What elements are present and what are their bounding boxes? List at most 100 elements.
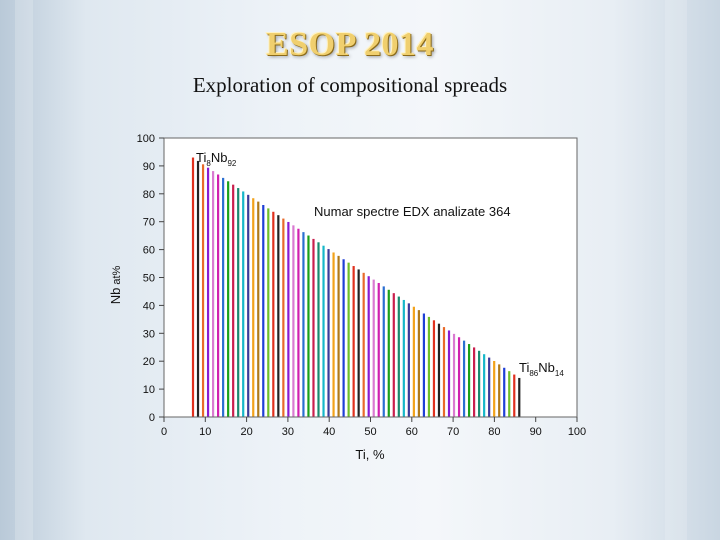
bar (427, 316, 431, 417)
bar (417, 310, 420, 417)
annotation-bottom-composition: Ti86Nb14 (519, 360, 564, 378)
y-tick-label: 0 (149, 412, 155, 424)
bar (387, 289, 390, 417)
x-tick-label: 90 (530, 426, 542, 438)
bar (437, 323, 441, 417)
y-axis-ticks: 0 10 20 30 40 50 60 70 80 90 100 (137, 133, 164, 424)
bar (447, 330, 451, 417)
bar (518, 377, 521, 417)
x-tick-label: 0 (161, 426, 167, 438)
bar (442, 327, 446, 417)
y-tick-label: 40 (143, 300, 155, 312)
bar (302, 232, 305, 417)
bar (457, 337, 461, 417)
y-axis-label-base: Nb (108, 288, 123, 305)
bar (483, 354, 486, 417)
bar (337, 255, 340, 417)
bar (327, 249, 330, 417)
svg-text:Nbat%: Nb at% (108, 265, 123, 304)
bar (347, 262, 350, 417)
y-tick-label: 100 (137, 133, 155, 145)
bar (282, 218, 285, 417)
bar (222, 177, 225, 417)
x-tick-label: 20 (240, 426, 252, 438)
bar (297, 228, 300, 417)
bar (277, 215, 280, 417)
bar (362, 272, 365, 417)
bar (252, 198, 255, 417)
bar (513, 374, 516, 417)
annotation-top-composition: Ti8Nb92 (196, 150, 237, 168)
bar (217, 174, 220, 417)
x-tick-label: 40 (323, 426, 335, 438)
bar (422, 313, 426, 417)
x-axis-label: Ti, % (355, 447, 385, 462)
y-tick-label: 80 (143, 189, 155, 201)
annotation-spectra-count: Numar spectre EDX analizate 364 (314, 204, 511, 219)
bar (412, 306, 415, 417)
y-tick-label: 90 (143, 161, 155, 173)
bar (382, 286, 385, 417)
bar (372, 279, 375, 417)
bars-group (191, 157, 521, 418)
bar (342, 259, 345, 417)
bar (287, 221, 290, 417)
x-tick-label: 80 (488, 426, 500, 438)
bar (402, 299, 405, 417)
bar (196, 160, 200, 418)
bar (503, 367, 506, 417)
bar (267, 208, 270, 417)
y-axis-label: Nb at% (108, 265, 123, 304)
bar (367, 276, 370, 417)
bar (237, 188, 240, 417)
bar (257, 201, 260, 417)
bar (232, 184, 235, 417)
background-streak (15, 0, 33, 540)
bar (307, 235, 310, 417)
bar (262, 205, 265, 417)
bar (407, 303, 410, 417)
bar (498, 364, 501, 417)
bar (452, 333, 456, 417)
y-tick-label: 30 (143, 328, 155, 340)
bar (312, 238, 315, 417)
bar (462, 340, 466, 417)
x-tick-label: 60 (406, 426, 418, 438)
y-axis-label-unit: at% (111, 265, 123, 284)
bar (508, 371, 511, 417)
bar (292, 225, 295, 417)
bar (272, 211, 275, 417)
bar (397, 296, 400, 417)
bar (377, 282, 380, 417)
x-tick-label: 70 (447, 426, 459, 438)
y-tick-label: 10 (143, 384, 155, 396)
bar (227, 181, 230, 417)
bar (432, 320, 436, 417)
x-tick-label: 50 (364, 426, 376, 438)
bar (317, 242, 320, 417)
bar (392, 293, 395, 417)
bar (191, 157, 195, 417)
bar (211, 171, 215, 417)
y-tick-label: 20 (143, 356, 155, 368)
bar (357, 269, 360, 417)
y-tick-label: 60 (143, 245, 155, 257)
bar (332, 252, 335, 417)
slide-subtitle: Exploration of compositional spreads (192, 73, 508, 97)
x-axis-ticks: 0 10 20 30 40 50 60 70 80 90 100 (161, 417, 586, 438)
bar (352, 266, 355, 417)
x-tick-label: 10 (199, 426, 211, 438)
background-streak (665, 0, 687, 540)
bar (201, 164, 205, 417)
bar (322, 245, 325, 417)
bar (467, 344, 471, 417)
bar (206, 167, 210, 417)
bar (473, 347, 476, 417)
y-tick-label: 50 (143, 273, 155, 285)
x-tick-label: 100 (568, 426, 586, 438)
y-tick-label: 70 (143, 217, 155, 229)
bar (478, 350, 481, 417)
bar (493, 360, 496, 417)
x-tick-label: 30 (282, 426, 294, 438)
bar (488, 357, 491, 417)
